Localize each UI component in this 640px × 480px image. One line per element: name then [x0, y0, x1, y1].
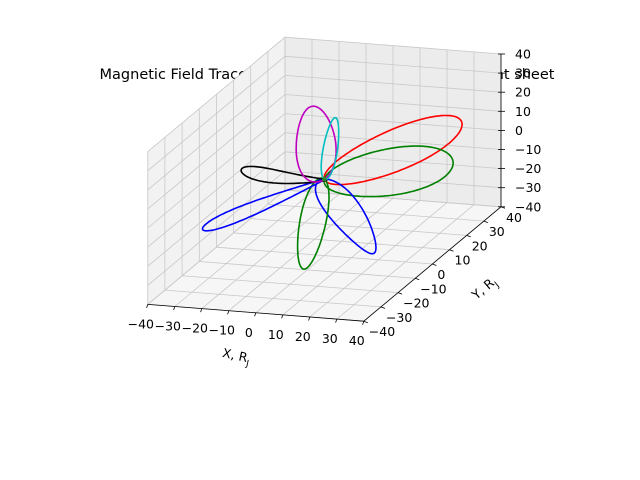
x-tick-label: 0 [245, 325, 253, 340]
planet-marker [322, 177, 327, 182]
y-tick-label: 0 [437, 267, 445, 282]
z-tick-label: 20 [515, 85, 531, 100]
field-trace-3 [314, 178, 377, 255]
y-tick [415, 277, 420, 281]
y-gridline [250, 65, 467, 236]
y-tick [466, 235, 471, 238]
y-gridline [233, 80, 450, 251]
x-tick-label: −10 [209, 323, 235, 338]
x-tick [173, 306, 176, 311]
y-tick [500, 206, 506, 209]
x-tick [308, 316, 311, 321]
z-tick-label: 30 [515, 66, 531, 81]
x-tick [200, 308, 203, 313]
x-tick [254, 312, 257, 317]
y-gridline [164, 137, 381, 308]
x-tick [281, 314, 284, 319]
y-tick-label: −30 [386, 310, 412, 325]
z-tick-label: 10 [515, 104, 531, 119]
y-tick-label: −20 [403, 296, 429, 311]
field-trace-8 [320, 116, 340, 181]
x-tick [335, 318, 338, 323]
y-tick [483, 220, 488, 223]
x-tick [362, 321, 365, 325]
x-tick-label: −30 [155, 319, 181, 334]
y-tick-label: −10 [420, 281, 446, 296]
field-trace-4 [296, 177, 330, 270]
x-axis-label: X, RJ [220, 345, 251, 369]
z-tick-label: −30 [515, 180, 541, 195]
y-tick [397, 292, 403, 295]
field-trace-5 [201, 178, 326, 232]
x-tick-label: 40 [349, 333, 365, 348]
y-gridline [284, 37, 502, 208]
y-gridline [198, 108, 416, 279]
z-tick-label: −40 [515, 199, 541, 214]
x-tick-label: −20 [182, 321, 208, 336]
y-gridline [181, 123, 399, 293]
y-gridline [267, 51, 484, 222]
y-tick [449, 249, 454, 252]
y-tick-label: 20 [472, 238, 488, 253]
x-tick-label: 10 [268, 327, 284, 342]
y-tick-label: 10 [455, 253, 471, 268]
tick-labels: −40−40−40−30−30−30−20−20−20−10−10−100001… [128, 47, 542, 349]
z-tick-label: −10 [515, 142, 541, 157]
y-tick [363, 320, 368, 324]
x-tick-label: 30 [322, 331, 338, 346]
field-trace-1 [323, 114, 463, 186]
y-gridline [215, 94, 433, 265]
x-tick [146, 304, 149, 309]
y-tick-label: −40 [369, 324, 395, 339]
x-tick-label: 20 [295, 329, 311, 344]
field-trace-7 [295, 105, 337, 183]
y-tick [432, 263, 437, 266]
field-traces [201, 105, 463, 270]
y-tick-label: 30 [489, 224, 505, 239]
y-tick [380, 306, 386, 309]
z-tick-label: 40 [515, 47, 531, 62]
z-tick-label: 0 [515, 123, 523, 138]
z-gridline [147, 36, 502, 152]
z-tick-label: −20 [515, 161, 541, 176]
y-tick-label: 40 [506, 210, 522, 225]
x-tick [227, 310, 230, 315]
x-tick-label: −40 [128, 316, 154, 331]
axis-lines [146, 53, 506, 325]
